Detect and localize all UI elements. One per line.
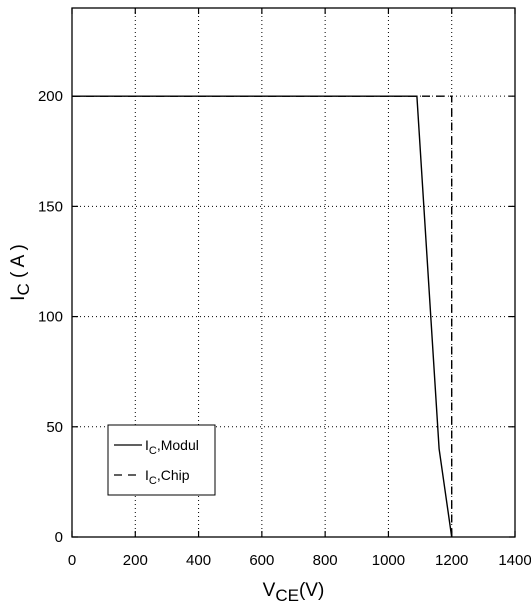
x-axis-label-unit: (V) — [299, 580, 324, 601]
series-line-chip — [72, 95, 453, 537]
legend-label-modul-sub: C — [149, 445, 157, 457]
x-tick-label: 800 — [313, 552, 338, 569]
x-tick-label: 1200 — [435, 552, 468, 569]
y-tick-label: 200 — [38, 88, 63, 105]
legend-label-chip-sub: C — [149, 475, 157, 487]
legend-label-chip-rest: ,Chip — [157, 467, 190, 483]
y-axis-label-sub: C — [14, 283, 33, 295]
legend-label-modul: IC,Modul — [145, 437, 199, 457]
y-tick-label: 100 — [38, 309, 63, 326]
tick-labels: 0 200 400 600 800 1000 1200 1400 0 50 100 150 200 — [38, 88, 531, 569]
legend-label-chip: IC,Chip — [145, 467, 190, 487]
x-axis-label-sub: CE — [275, 586, 299, 605]
x-axis-label-main: V — [263, 580, 276, 601]
x-tick-label: 200 — [123, 552, 148, 569]
y-tick-label: 50 — [46, 419, 63, 436]
x-tick-label: 1000 — [372, 552, 405, 569]
x-axis-label: VCE(V) — [263, 580, 325, 605]
x-tick-label: 1400 — [498, 552, 531, 569]
plot-frame — [71, 7, 516, 538]
y-axis-label-main: I — [8, 296, 29, 301]
x-tick-label: 0 — [68, 552, 76, 569]
y-axis-label: IC ( A ) — [8, 244, 33, 301]
ticks — [71, 8, 516, 538]
x-tick-label: 600 — [249, 552, 274, 569]
legend: IC,Modul IC,Chip — [107, 424, 216, 496]
x-tick-label: 400 — [186, 552, 211, 569]
y-tick-label: 0 — [55, 529, 63, 546]
y-axis-label-unit: ( A ) — [8, 244, 29, 283]
legend-label-chip-main: I — [145, 467, 149, 483]
legend-label-modul-main: I — [145, 437, 149, 453]
legend-box — [107, 424, 216, 496]
legend-label-modul-rest: ,Modul — [157, 437, 199, 453]
y-tick-label: 150 — [38, 198, 63, 215]
series-group — [72, 95, 453, 538]
